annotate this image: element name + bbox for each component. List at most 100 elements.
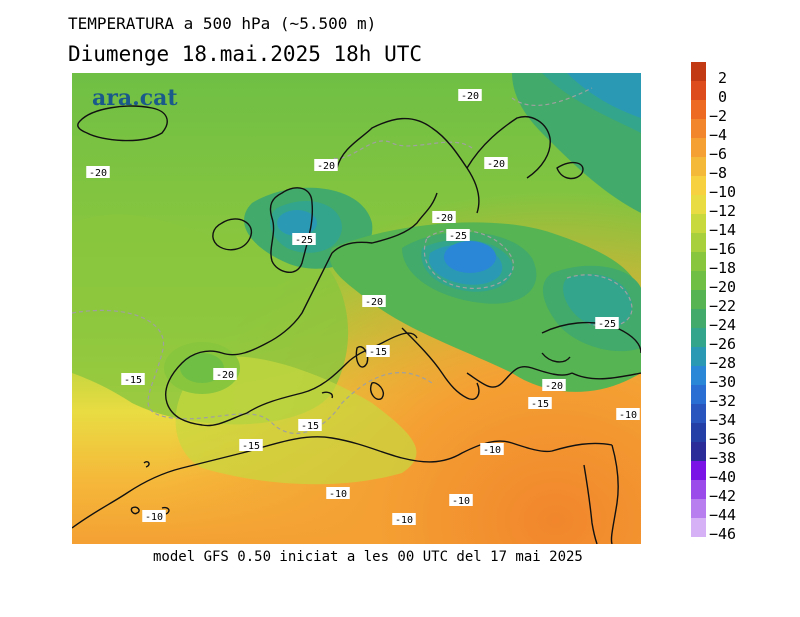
colorbar-swatch bbox=[691, 347, 706, 366]
colorbar-swatch bbox=[691, 442, 706, 461]
isotherm-label-atlantic-iberia: -15 bbox=[121, 373, 145, 386]
colorbar-tick-label: 0 bbox=[718, 88, 728, 106]
isotherm-label-baltic: -20 bbox=[432, 211, 456, 224]
svg-text:-10: -10 bbox=[483, 445, 501, 456]
svg-text:-15: -15 bbox=[242, 441, 260, 452]
colorbar-swatch bbox=[691, 404, 706, 423]
colorbar-swatch bbox=[691, 518, 706, 537]
colorbar-swatch bbox=[691, 119, 706, 138]
isotherm-label-turkey: -20 bbox=[542, 379, 566, 392]
colorbar-tick-label: −24 bbox=[709, 316, 737, 334]
svg-text:-10: -10 bbox=[395, 515, 413, 526]
colorbar-tick-label: −22 bbox=[709, 297, 737, 315]
model-run-info: model GFS 0.50 iniciat a les 00 UTC del … bbox=[153, 549, 583, 565]
temperature-map: ara.cat -20 -20 -20 -20 -20 -25 -25 -20 -15 -25 -1… bbox=[72, 73, 641, 544]
svg-text:-25: -25 bbox=[295, 235, 313, 246]
isotherm-label-levant: -10 bbox=[616, 408, 640, 421]
colorbar-swatch bbox=[691, 195, 706, 214]
colorbar-swatch bbox=[691, 233, 706, 252]
svg-text:-25: -25 bbox=[598, 319, 616, 330]
colorbar-tick-label: −32 bbox=[709, 392, 737, 410]
svg-text:-10: -10 bbox=[619, 410, 637, 421]
isotherm-label-british-isles: -25 bbox=[292, 233, 316, 246]
svg-text:-20: -20 bbox=[461, 91, 479, 102]
isotherm-label-black-sea-east: -25 bbox=[595, 317, 619, 330]
isotherm-label-sahara-central: -10 bbox=[392, 513, 416, 526]
colorbar-tick-label: −20 bbox=[709, 278, 737, 296]
svg-text:-20: -20 bbox=[545, 381, 563, 392]
isotherm-label-central-europe: -20 bbox=[362, 295, 386, 308]
colorbar-swatch bbox=[691, 328, 706, 347]
colorbar-swatch bbox=[691, 480, 706, 499]
colorbar-tick-label: −38 bbox=[709, 449, 737, 467]
svg-text:-20: -20 bbox=[365, 297, 383, 308]
svg-text:-10: -10 bbox=[145, 512, 163, 523]
isotherm-label-morocco: -15 bbox=[239, 439, 263, 452]
svg-text:-20: -20 bbox=[216, 370, 234, 381]
isotherm-label-scandinavia: -20 bbox=[484, 157, 508, 170]
isotherm-label-poland: -25 bbox=[446, 229, 470, 242]
colorbar-tick-label: −12 bbox=[709, 202, 737, 220]
cold-core-ne bbox=[567, 73, 641, 118]
isotherm-label-canary: -10 bbox=[142, 510, 166, 523]
colorbar-swatch bbox=[691, 461, 706, 480]
isotherm-label-egypt: -10 bbox=[449, 494, 473, 507]
colorbar-tick-label: −46 bbox=[709, 525, 737, 543]
svg-text:-15: -15 bbox=[301, 421, 319, 432]
colorbar-tick-label: −8 bbox=[709, 164, 728, 182]
colorbar-tick-label: −6 bbox=[709, 145, 728, 163]
colorbar-tick-label: −40 bbox=[709, 468, 737, 486]
svg-text:-10: -10 bbox=[329, 489, 347, 500]
svg-text:-15: -15 bbox=[124, 375, 142, 386]
chart-title: TEMPERATURA a 500 hPa (~5.500 m) bbox=[68, 14, 377, 33]
svg-text:-10: -10 bbox=[452, 496, 470, 507]
colorbar-swatch bbox=[691, 100, 706, 119]
isotherm-label-north-atlantic-north: -20 bbox=[458, 89, 482, 102]
cold-core-uk bbox=[277, 210, 317, 236]
isotherm-label-libya: -10 bbox=[480, 443, 504, 456]
svg-text:-20: -20 bbox=[435, 213, 453, 224]
mid-field-med bbox=[175, 356, 417, 485]
colorbar-swatch bbox=[691, 252, 706, 271]
isotherm-label-atlantic-west: -20 bbox=[86, 166, 110, 179]
colorbar: 2 0 −2 −4 −6 −8 −10 −12 −14 −16 −18 −20 −22 −24 −26 −28… bbox=[691, 62, 751, 562]
colorbar-swatch bbox=[691, 81, 706, 100]
colorbar-swatch bbox=[691, 290, 706, 309]
isotherm-label-sahara-west: -10 bbox=[326, 487, 350, 500]
chart-subtitle: Diumenge 18.mai.2025 18h UTC bbox=[68, 42, 423, 66]
colorbar-tick-label: −26 bbox=[709, 335, 737, 353]
colorbar-tick-label: −16 bbox=[709, 240, 737, 258]
cold-core-iberia bbox=[180, 353, 224, 383]
cold-core-poland bbox=[444, 241, 496, 273]
colorbar-tick-label: −14 bbox=[709, 221, 737, 239]
colorbar-tick-label: −34 bbox=[709, 411, 737, 429]
colorbar-swatch bbox=[691, 309, 706, 328]
colorbar-swatch bbox=[691, 366, 706, 385]
isotherm-labels: -20 -20 -20 -20 -20 -25 -25 -20 -15 -25 -15 -20 -20 -… bbox=[86, 89, 640, 526]
isotherm-label-algeria: -15 bbox=[298, 419, 322, 432]
colorbar-swatch bbox=[691, 176, 706, 195]
svg-text:-15: -15 bbox=[369, 347, 387, 358]
cold-core-east bbox=[563, 274, 633, 328]
colorbar-swatch bbox=[691, 62, 706, 81]
colorbar-swatch bbox=[691, 385, 706, 404]
svg-text:-25: -25 bbox=[449, 231, 467, 242]
isotherm-label-north-sea: -20 bbox=[314, 159, 338, 172]
colorbar-tick-label: −4 bbox=[709, 126, 728, 144]
svg-text:-20: -20 bbox=[89, 168, 107, 179]
colorbar-tick-label: −30 bbox=[709, 373, 737, 391]
colorbar-swatch bbox=[691, 271, 706, 290]
colorbar-swatch bbox=[691, 214, 706, 233]
svg-text:-20: -20 bbox=[487, 159, 505, 170]
isotherm-label-iberia: -20 bbox=[213, 368, 237, 381]
colorbar-tick-label: −36 bbox=[709, 430, 737, 448]
colorbar-tick-label: −10 bbox=[709, 183, 737, 201]
colorbar-tick-label: −18 bbox=[709, 259, 737, 277]
colorbar-tick-label: −2 bbox=[709, 107, 728, 125]
isotherm-label-aegean: -15 bbox=[528, 397, 552, 410]
colorbar-tick-label: −42 bbox=[709, 487, 737, 505]
isotherm-label-alps: -15 bbox=[366, 345, 390, 358]
colorbar-swatch bbox=[691, 423, 706, 442]
colorbar-tick-label: 2 bbox=[718, 69, 728, 87]
colorbar-tick-label: −28 bbox=[709, 354, 737, 372]
